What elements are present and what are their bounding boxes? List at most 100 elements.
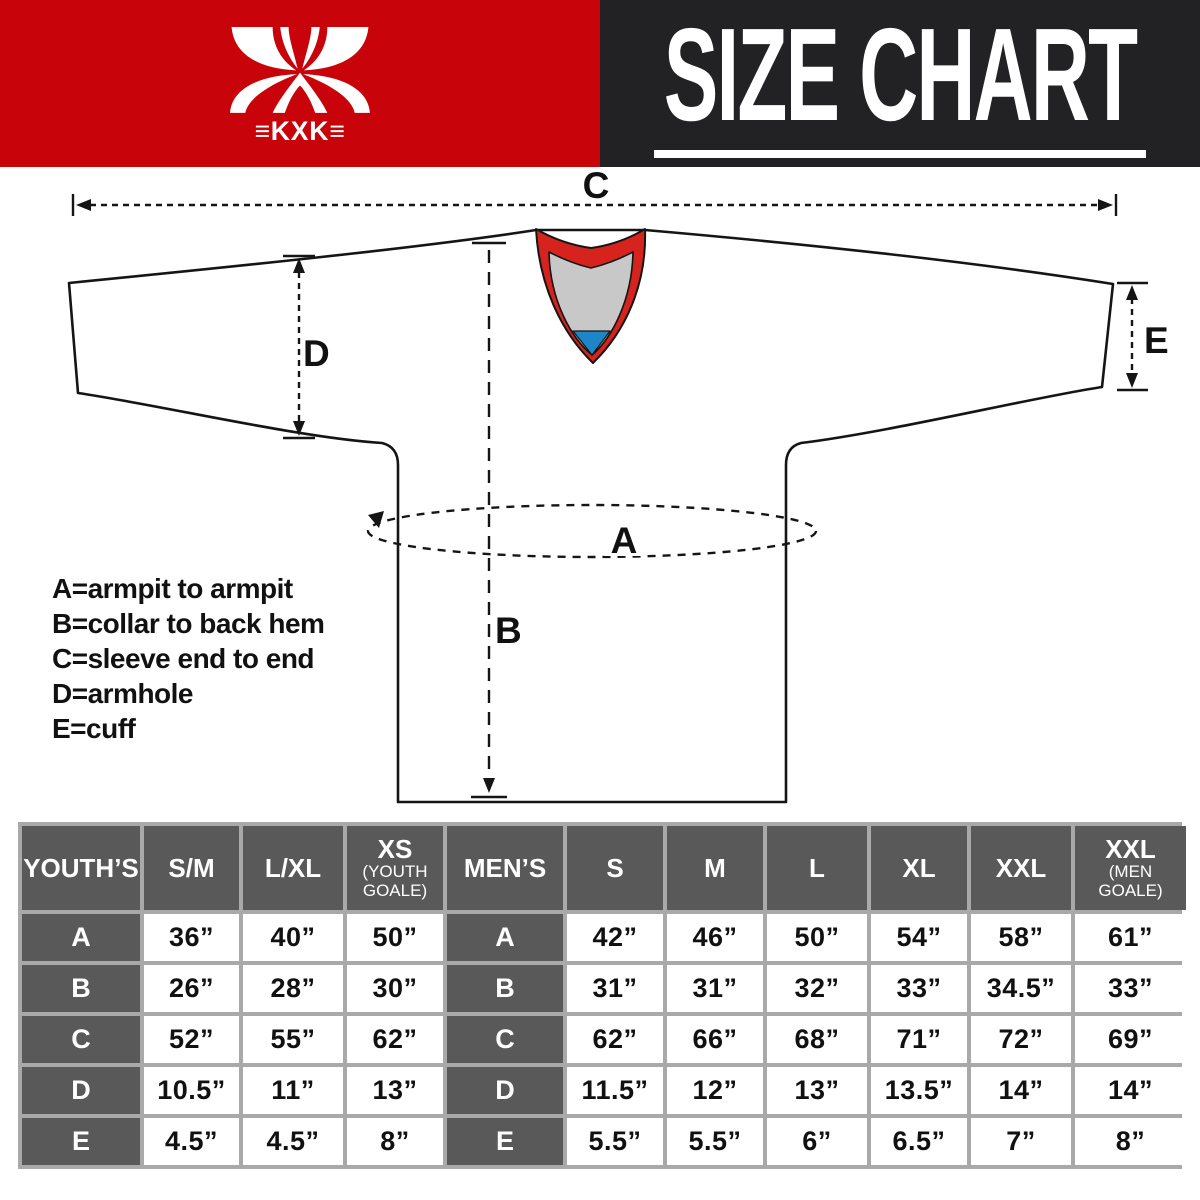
page-title: SIZE CHART xyxy=(663,1,1138,148)
men-value-A-4: 58” xyxy=(971,914,1071,961)
youth-value-B-2: 30” xyxy=(347,965,443,1012)
men-value-A-2: 50” xyxy=(767,914,867,961)
men-value-A-0: 42” xyxy=(567,914,663,961)
men-value-B-3: 33” xyxy=(871,965,967,1012)
men-value-E-0: 5.5” xyxy=(567,1118,663,1165)
men-value-C-5: 69” xyxy=(1075,1016,1186,1063)
men-size-header-2: L xyxy=(767,826,867,910)
row-label-men-C: C xyxy=(447,1016,563,1063)
brand-panel: ≡KXK≡ xyxy=(0,0,600,167)
measurement-arrow-d: D xyxy=(283,254,330,440)
men-value-B-0: 31” xyxy=(567,965,663,1012)
youth-value-D-2: 13” xyxy=(347,1067,443,1114)
men-value-C-4: 72” xyxy=(971,1016,1071,1063)
men-size-header-3: XL xyxy=(871,826,967,910)
men-size-header-0: S xyxy=(567,826,663,910)
men-size-header-4: XXL xyxy=(971,826,1071,910)
men-size-header-5-subtext: (MEN GOALE) xyxy=(1098,862,1163,900)
row-label-men-E: E xyxy=(447,1118,563,1165)
size-table: YOUTH’S S/M L/XL XS (YOUTH GOALE) MEN’S S M L XL X… xyxy=(18,822,1186,1169)
men-size-header-1: M xyxy=(667,826,763,910)
row-label-youth-E: E xyxy=(22,1118,140,1165)
legend-line-b: B=collar to back hem xyxy=(52,608,325,639)
youth-value-C-1: 55” xyxy=(243,1016,343,1063)
legend-line-c: C=sleeve end to end xyxy=(52,643,315,674)
youth-value-C-0: 52” xyxy=(144,1016,239,1063)
men-value-D-1: 12” xyxy=(667,1067,763,1114)
men-value-E-1: 5.5” xyxy=(667,1118,763,1165)
youth-value-A-0: 36” xyxy=(144,914,239,961)
men-value-D-5: 14” xyxy=(1075,1067,1186,1114)
collar-inner xyxy=(548,251,634,356)
kxk-logo: ≡KXK≡ xyxy=(230,26,370,146)
men-value-C-0: 62” xyxy=(567,1016,663,1063)
logo-bottom-left-fan xyxy=(230,73,297,113)
row-label-youth-B: B xyxy=(22,965,140,1012)
men-value-B-4: 34.5” xyxy=(971,965,1071,1012)
men-value-B-5: 33” xyxy=(1075,965,1186,1012)
men-value-E-4: 7” xyxy=(971,1118,1071,1165)
logo-top-left-wing xyxy=(231,26,297,70)
legend-line-a: A=armpit to armpit xyxy=(52,573,293,604)
youth-value-A-2: 50” xyxy=(347,914,443,961)
youth-value-C-2: 62” xyxy=(347,1016,443,1063)
legend-line-d: D=armhole xyxy=(52,678,194,709)
collar-blue-insert xyxy=(572,330,611,356)
youth-group-header: YOUTH’S xyxy=(22,826,140,910)
men-group-header: MEN’S xyxy=(447,826,563,910)
row-label-men-A: A xyxy=(447,914,563,961)
youth-size-header-2-subtext: (YOUTH GOALE) xyxy=(362,862,428,900)
row-label-youth-C: C xyxy=(22,1016,140,1063)
title-panel: SIZE CHART xyxy=(600,0,1200,167)
jersey-body-outline xyxy=(67,228,1115,804)
men-value-D-4: 14” xyxy=(971,1067,1071,1114)
logo-bottom-right-fan xyxy=(303,73,370,113)
jersey-diagram: C D E B A xyxy=(67,167,1169,804)
youth-size-header-0: S/M xyxy=(144,826,239,910)
label-b: B xyxy=(495,610,522,651)
men-value-A-3: 54” xyxy=(871,914,967,961)
men-value-D-3: 13.5” xyxy=(871,1067,967,1114)
youth-value-B-1: 28” xyxy=(243,965,343,1012)
row-label-youth-D: D xyxy=(22,1067,140,1114)
logo-top-right-fang xyxy=(302,26,320,69)
youth-value-E-1: 4.5” xyxy=(243,1118,343,1165)
men-value-B-1: 31” xyxy=(667,965,763,1012)
label-a: A xyxy=(611,520,638,561)
men-value-C-1: 66” xyxy=(667,1016,763,1063)
measurement-legend: A=armpit to armpit B=collar to back hem … xyxy=(52,571,325,746)
men-size-header-5: XXL (MEN GOALE) xyxy=(1075,826,1186,910)
men-value-A-1: 46” xyxy=(667,914,763,961)
logo-wordmark: ≡KXK≡ xyxy=(255,116,346,146)
legend-line-e: E=cuff xyxy=(52,713,136,744)
men-value-D-0: 11.5” xyxy=(567,1067,663,1114)
top-banner: ≡KXK≡ SIZE CHART xyxy=(0,0,1200,167)
measurement-arrow-b: B xyxy=(471,241,522,799)
men-value-C-3: 71” xyxy=(871,1016,967,1063)
measurement-arrow-e: E xyxy=(1117,281,1169,392)
youth-value-D-1: 11” xyxy=(243,1067,343,1114)
row-label-youth-A: A xyxy=(22,914,140,961)
men-value-A-5: 61” xyxy=(1075,914,1186,961)
row-label-men-D: D xyxy=(447,1067,563,1114)
youth-value-A-1: 40” xyxy=(243,914,343,961)
row-label-men-B: B xyxy=(447,965,563,1012)
youth-value-D-0: 10.5” xyxy=(144,1067,239,1114)
youth-size-header-1: L/XL xyxy=(243,826,343,910)
label-c: C xyxy=(583,167,610,206)
logo-top-left-fang xyxy=(280,26,298,69)
measurement-arrow-c: C xyxy=(71,167,1118,216)
men-value-D-2: 13” xyxy=(767,1067,867,1114)
youth-value-B-0: 26” xyxy=(144,965,239,1012)
label-e: E xyxy=(1144,320,1169,361)
title-underline xyxy=(654,150,1146,158)
logo-top-right-wing xyxy=(303,26,369,70)
label-d: D xyxy=(303,333,330,374)
men-value-E-3: 6.5” xyxy=(871,1118,967,1165)
logo-bottom-arch xyxy=(272,72,328,113)
men-value-E-5: 8” xyxy=(1075,1118,1186,1165)
youth-value-E-2: 8” xyxy=(347,1118,443,1165)
youth-size-header-2: XS (YOUTH GOALE) xyxy=(347,826,443,910)
measurement-ellipse-a: A xyxy=(366,503,818,561)
youth-value-E-0: 4.5” xyxy=(144,1118,239,1165)
